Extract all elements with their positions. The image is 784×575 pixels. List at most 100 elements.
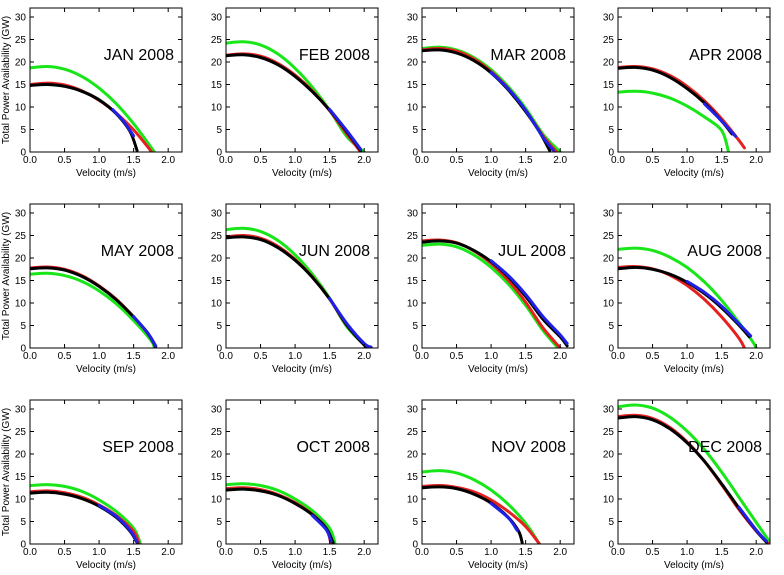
y-tick-label: 0: [412, 148, 418, 159]
y-tick-label: 25: [407, 231, 419, 242]
y-tick-label: 25: [15, 231, 27, 242]
x-tick-label: 0.0: [219, 351, 233, 362]
plot-frame: [421, 7, 575, 153]
x-axis-label: Velocity (m/s): [272, 364, 332, 375]
x-tick-label: 2.0: [161, 547, 175, 558]
x-tick-label: 1.0: [92, 351, 106, 362]
panel-title: MAR 2008: [490, 47, 566, 64]
y-tick-label: 15: [603, 276, 615, 287]
panel-title: DEC 2008: [688, 439, 762, 456]
plot-frame: [617, 399, 771, 545]
plot-frame: [421, 203, 575, 349]
x-tick-label: 2.0: [749, 547, 763, 558]
y-tick-label: 20: [15, 254, 27, 265]
panel-jun-2008: 0.0 0.5 1.0 1.5 2.0 0 5 10 15 20 25 30 Velocity (m/s…: [211, 203, 379, 375]
series-line-blue: [111, 108, 136, 138]
x-tick-label: 2.0: [357, 155, 371, 166]
x-tick-label: 2.0: [161, 155, 175, 166]
series-line-green: [30, 483, 142, 544]
series-line-blue: [489, 259, 569, 345]
plot-frame: [225, 399, 379, 545]
y-tick-label: 25: [407, 35, 419, 46]
series-line-blue: [132, 315, 158, 348]
series-line-blue: [685, 279, 753, 338]
y-tick-label: 15: [407, 472, 419, 483]
y-tick-label: 30: [211, 209, 223, 220]
x-tick-label: 0.0: [23, 547, 37, 558]
y-tick-label: 20: [407, 450, 419, 461]
y-axis-label: Total Power Availability (GW): [1, 212, 12, 340]
y-tick-label: 15: [603, 472, 615, 483]
x-tick-label: 1.0: [288, 547, 302, 558]
y-tick-label: 25: [603, 427, 615, 438]
y-tick-label: 20: [211, 450, 223, 461]
x-axis-label: Velocity (m/s): [468, 560, 528, 571]
y-tick-label: 20: [603, 58, 615, 69]
y-tick-label: 30: [15, 13, 27, 24]
y-tick-label: 25: [211, 231, 223, 242]
y-tick-label: 25: [15, 427, 27, 438]
panel-may-2008: 0.0 0.5 1.0 1.5 2.0 0 5 10 15 20 25 30 Velocity (m/s…: [1, 203, 183, 375]
series-line-green: [30, 64, 156, 152]
series-line-blue: [489, 502, 519, 532]
x-tick-label: 1.5: [715, 155, 729, 166]
y-tick-label: 5: [20, 517, 26, 528]
x-tick-label: 1.0: [680, 155, 694, 166]
x-tick-label: 2.0: [749, 351, 763, 362]
x-tick-label: 0.5: [646, 351, 660, 362]
x-tick-label: 0.5: [450, 155, 464, 166]
y-tick-label: 30: [211, 13, 223, 24]
x-tick-label: 0.0: [611, 547, 625, 558]
panel-feb-2008: 0.0 0.5 1.0 1.5 2.0 0 5 10 15 20 25 30 Velocity (m/s…: [211, 7, 379, 179]
x-tick-label: 0.0: [219, 155, 233, 166]
y-tick-label: 30: [603, 13, 615, 24]
x-axis-label: Velocity (m/s): [468, 168, 528, 179]
y-tick-label: 5: [412, 125, 418, 136]
y-tick-label: 0: [608, 344, 614, 355]
series-line-blue: [310, 514, 333, 543]
x-tick-label: 1.5: [715, 547, 729, 558]
y-tick-label: 15: [211, 276, 223, 287]
series-line-green: [422, 242, 560, 348]
y-tick-label: 20: [211, 254, 223, 265]
y-tick-label: 0: [412, 344, 418, 355]
x-tick-label: 1.0: [484, 351, 498, 362]
series-line-black: [226, 53, 363, 152]
x-tick-label: 1.0: [92, 547, 106, 558]
y-tick-label: 10: [211, 299, 223, 310]
y-tick-label: 15: [407, 276, 419, 287]
x-axis-label: Velocity (m/s): [76, 364, 136, 375]
panel-mar-2008: 0.0 0.5 1.0 1.5 2.0 0 5 10 15 20 25 30 Velocity (m/s…: [407, 7, 575, 179]
y-tick-label: 10: [407, 103, 419, 114]
y-tick-label: 5: [20, 321, 26, 332]
plot-frame: [29, 203, 183, 349]
x-tick-label: 2.0: [357, 547, 371, 558]
x-axis-label: Velocity (m/s): [76, 560, 136, 571]
y-tick-label: 15: [211, 472, 223, 483]
x-tick-label: 0.5: [254, 547, 268, 558]
y-tick-label: 0: [216, 148, 222, 159]
series-line-black: [30, 266, 158, 348]
y-tick-label: 30: [407, 209, 419, 220]
x-tick-label: 2.0: [553, 547, 567, 558]
y-tick-label: 0: [20, 540, 26, 551]
x-tick-label: 0.5: [450, 351, 464, 362]
y-tick-label: 15: [407, 80, 419, 91]
x-axis-label: Velocity (m/s): [76, 168, 136, 179]
panel-title: JUL 2008: [498, 243, 566, 260]
x-tick-label: 0.5: [58, 155, 72, 166]
x-tick-label: 1.5: [519, 351, 533, 362]
series-line-green: [30, 271, 156, 348]
panel-title: NOV 2008: [491, 439, 566, 456]
x-tick-label: 0.5: [254, 351, 268, 362]
y-tick-label: 5: [216, 125, 222, 136]
x-tick-label: 0.0: [23, 155, 37, 166]
y-tick-label: 25: [407, 427, 419, 438]
y-tick-label: 15: [15, 80, 27, 91]
series-line-red: [422, 483, 541, 544]
x-tick-label: 0.0: [415, 547, 429, 558]
plot-frame: [29, 399, 183, 545]
plot-frame: [617, 203, 771, 349]
x-tick-label: 0.5: [450, 547, 464, 558]
x-axis-label: Velocity (m/s): [272, 168, 332, 179]
